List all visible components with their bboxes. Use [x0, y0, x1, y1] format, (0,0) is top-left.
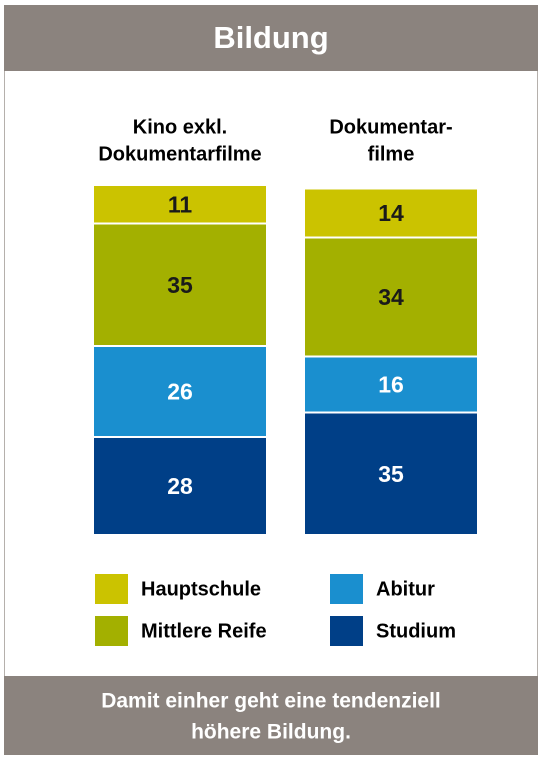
bar-segment	[303, 355, 479, 414]
data-label: 35	[167, 272, 193, 298]
bar-segment	[92, 184, 268, 225]
legend-label: Abitur	[376, 578, 435, 600]
data-label: 11	[168, 191, 193, 217]
legend-label: Mittlere Reife	[141, 620, 267, 642]
data-label: 34	[378, 284, 404, 310]
bar-segment	[303, 187, 479, 239]
legend-label: Hauptschule	[141, 578, 261, 600]
legend-swatch	[330, 574, 363, 604]
data-label: 28	[167, 473, 193, 499]
header	[4, 5, 538, 71]
note: Damit einher geht eine tendenziell	[101, 690, 441, 713]
legend-swatch	[95, 574, 128, 604]
bar-segment	[303, 411, 479, 536]
category-label: Dokumentarfilme	[98, 143, 261, 165]
legend-swatch	[330, 616, 363, 646]
data-label: 14	[378, 200, 404, 226]
data-label: 35	[378, 461, 404, 487]
bar-segment	[303, 236, 479, 358]
chart-title: Bildung	[213, 20, 328, 55]
data-label: 26	[167, 379, 193, 405]
bar-segment	[92, 345, 268, 438]
data-label: 16	[378, 372, 404, 398]
footer	[4, 676, 538, 755]
legend-label: Studium	[376, 620, 456, 642]
category-label: Dokumentar-	[329, 116, 452, 138]
legend-swatch	[95, 616, 128, 646]
category-label: filme	[368, 143, 415, 165]
note: höhere Bildung.	[191, 721, 351, 744]
category-label: Kino exkl.	[133, 116, 227, 138]
bar-segment	[92, 436, 268, 536]
